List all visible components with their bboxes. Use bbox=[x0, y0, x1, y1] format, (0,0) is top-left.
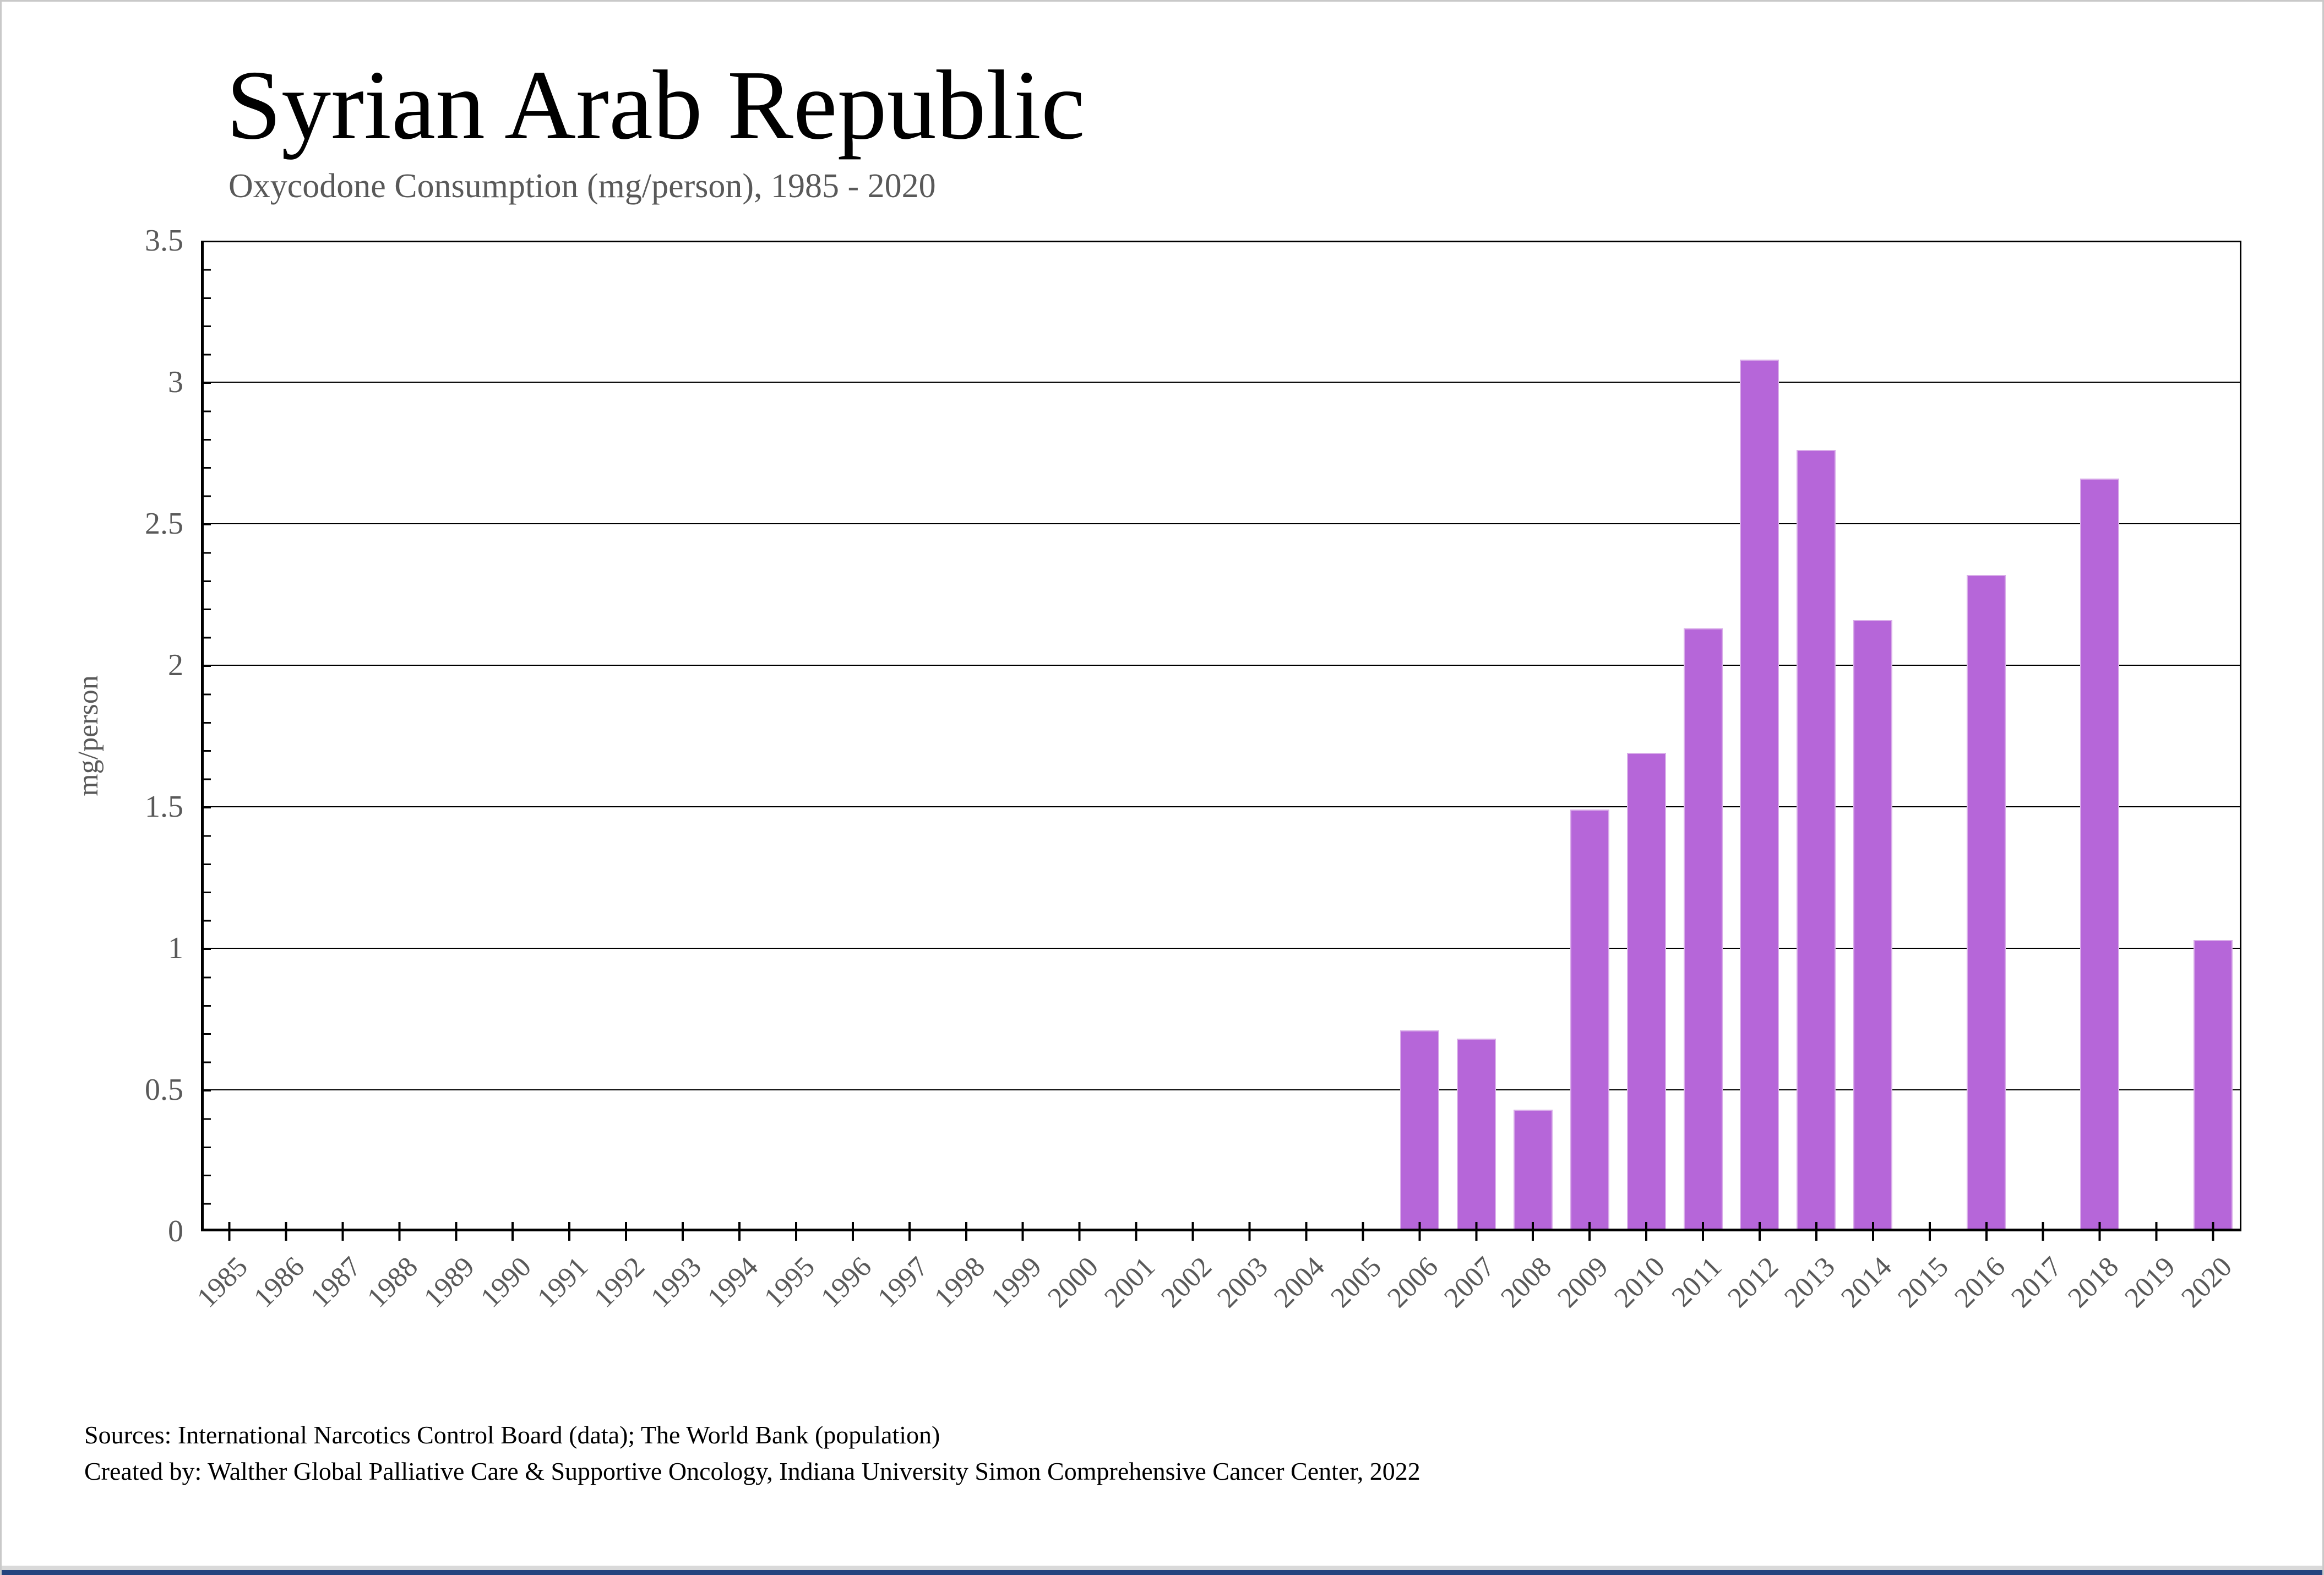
gridline-2 bbox=[201, 665, 2241, 666]
x-tick-label-2004: 2004 bbox=[1268, 1251, 1331, 1314]
x-tick-label-1990: 1990 bbox=[475, 1251, 538, 1314]
y-axis-title: mg/person bbox=[73, 675, 104, 796]
x-tick-label-1987: 1987 bbox=[304, 1251, 368, 1314]
y-tick-label-3: 3 bbox=[168, 365, 183, 399]
y-tick-label-3.5: 3.5 bbox=[145, 224, 183, 258]
bar-2018 bbox=[2080, 478, 2120, 1231]
x-axis-ticks bbox=[201, 1222, 2241, 1241]
x-tick-label-2003: 2003 bbox=[1211, 1251, 1275, 1314]
plot-frame bbox=[201, 241, 2241, 1231]
footer-created-by-line: Created by: Walther Global Palliative Ca… bbox=[84, 1457, 1420, 1485]
x-tick-label-1992: 1992 bbox=[588, 1251, 651, 1314]
y-tick-label-2: 2 bbox=[168, 648, 183, 682]
gridline-3 bbox=[201, 382, 2241, 383]
gridline-1 bbox=[201, 948, 2241, 949]
x-tick-label-1994: 1994 bbox=[701, 1251, 764, 1314]
page-bottom-shadow bbox=[2, 1566, 2322, 1570]
x-tick-label-1997: 1997 bbox=[871, 1251, 934, 1314]
y-tick-label-0.5: 0.5 bbox=[145, 1073, 183, 1107]
x-tick-label-2012: 2012 bbox=[1722, 1251, 1784, 1314]
x-tick-label-1996: 1996 bbox=[815, 1251, 878, 1314]
y-tick-label-2.5: 2.5 bbox=[145, 507, 183, 541]
x-tick-label-2018: 2018 bbox=[2061, 1251, 2125, 1314]
y-tick-label-0: 0 bbox=[168, 1214, 183, 1248]
x-tick-label-2019: 2019 bbox=[2118, 1251, 2181, 1314]
bar-2016 bbox=[1967, 574, 2006, 1231]
footer: Sources: International Narcotics Control… bbox=[84, 1417, 1420, 1490]
x-tick-label-2015: 2015 bbox=[1891, 1251, 1955, 1314]
x-tick-label-2014: 2014 bbox=[1835, 1251, 1898, 1314]
bar-2014 bbox=[1853, 620, 1893, 1231]
x-tick-label-2008: 2008 bbox=[1495, 1251, 1558, 1314]
x-tick-label-2002: 2002 bbox=[1155, 1251, 1218, 1314]
x-tick-label-2010: 2010 bbox=[1608, 1251, 1672, 1314]
x-tick-label-2013: 2013 bbox=[1778, 1251, 1841, 1314]
bar-2012 bbox=[1740, 359, 1779, 1231]
gridline-2.5 bbox=[201, 523, 2241, 524]
x-tick-label-2005: 2005 bbox=[1325, 1251, 1388, 1314]
x-tick-label-2017: 2017 bbox=[2005, 1251, 2068, 1314]
page-bottom-blue-strip bbox=[2, 1570, 2322, 1575]
x-tick-label-1989: 1989 bbox=[418, 1251, 481, 1314]
bar-2020 bbox=[2194, 939, 2233, 1231]
x-tick-label-2000: 2000 bbox=[1041, 1251, 1104, 1314]
bar-2011 bbox=[1683, 628, 1723, 1231]
x-tick-label-2016: 2016 bbox=[1948, 1251, 2011, 1314]
chart-subtitle: Oxycodone Consumption (mg/person), 1985 … bbox=[228, 167, 936, 205]
x-tick-label-2011: 2011 bbox=[1666, 1251, 1728, 1313]
bar-2009 bbox=[1570, 810, 1609, 1231]
chart-title: Syrian Arab Republic bbox=[226, 50, 1085, 160]
y-axis-minor-ticks bbox=[203, 241, 211, 1231]
bar-2013 bbox=[1797, 450, 1836, 1231]
x-tick-label-2009: 2009 bbox=[1552, 1251, 1615, 1314]
footer-sources-line: Sources: International Narcotics Control… bbox=[84, 1421, 940, 1449]
x-tick-label-1993: 1993 bbox=[645, 1251, 708, 1314]
x-tick-label-2007: 2007 bbox=[1438, 1251, 1501, 1314]
x-tick-label-2001: 2001 bbox=[1098, 1251, 1161, 1314]
y-tick-label-1.5: 1.5 bbox=[145, 790, 183, 824]
bar-2010 bbox=[1626, 753, 1666, 1231]
x-tick-label-1998: 1998 bbox=[928, 1251, 991, 1314]
x-tick-label-1986: 1986 bbox=[248, 1251, 311, 1314]
x-tick-label-2020: 2020 bbox=[2175, 1251, 2238, 1314]
x-tick-label-1995: 1995 bbox=[758, 1251, 821, 1314]
plot-area bbox=[201, 241, 2241, 1231]
x-tick-label-1999: 1999 bbox=[984, 1251, 1048, 1314]
x-tick-label-1985: 1985 bbox=[191, 1251, 254, 1314]
gridline-1.5 bbox=[201, 806, 2241, 807]
gridline-0.5 bbox=[201, 1089, 2241, 1090]
x-tick-label-1991: 1991 bbox=[531, 1251, 595, 1314]
bar-2006 bbox=[1400, 1030, 1439, 1231]
bar-2008 bbox=[1513, 1109, 1553, 1231]
x-tick-label-1988: 1988 bbox=[361, 1251, 424, 1314]
y-tick-label-1: 1 bbox=[168, 931, 183, 965]
x-tick-label-2006: 2006 bbox=[1381, 1251, 1445, 1314]
